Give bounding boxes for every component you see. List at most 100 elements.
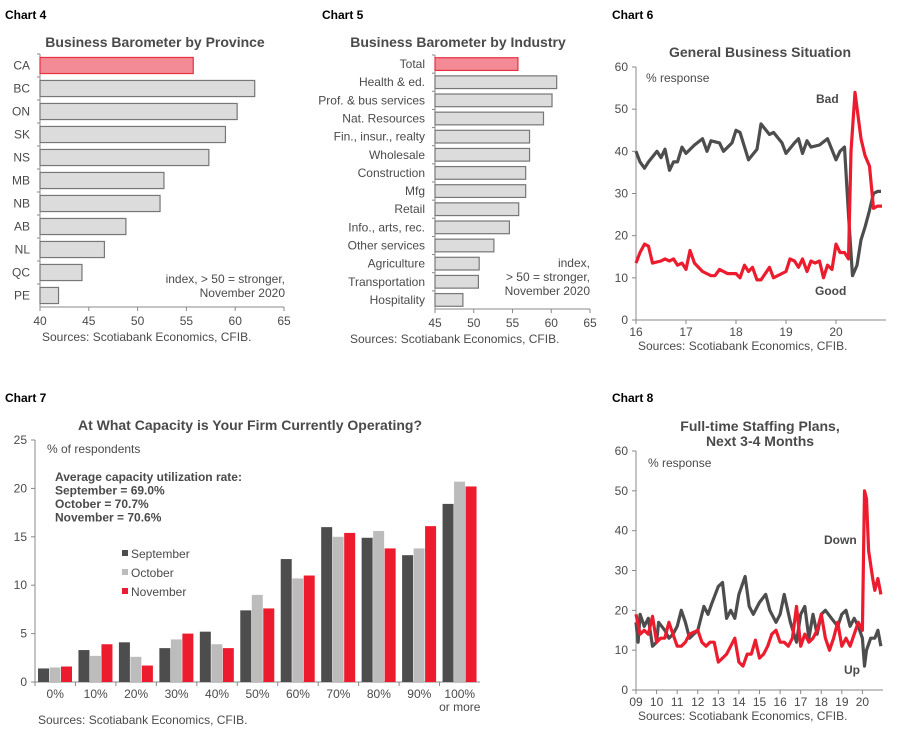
bar-november-90pct: [425, 526, 437, 682]
y-tick-label: 5: [20, 627, 27, 641]
bar-october-70pct: [332, 536, 344, 682]
bar-ns: [39, 148, 210, 167]
bar-november-80pct: [384, 548, 396, 682]
x-tick-label: 0%: [47, 687, 65, 701]
bar-october-80pct: [373, 530, 385, 682]
category-label: Wholesale: [369, 148, 425, 162]
bar-september-90pct: [402, 555, 414, 682]
bar-ab: [39, 217, 127, 236]
x-tick-label: 13: [712, 695, 726, 709]
x-tick-label: 20%: [124, 687, 148, 701]
x-tick-label: 12: [691, 695, 705, 709]
category-label: BC: [13, 82, 30, 96]
y-tick-label: 20: [615, 603, 629, 617]
source-note: Sources: Scotiabank Economics, CFIB.: [638, 709, 847, 723]
bar-november-30pct: [182, 633, 194, 682]
bar-september-0pct: [38, 668, 49, 682]
y-tick-label: 60: [615, 444, 629, 458]
x-tick-label: 18: [729, 325, 743, 339]
category-label: Nat. Resources: [342, 112, 425, 126]
panel-label: Chart 8: [612, 391, 654, 405]
y-tick-label: 25: [14, 433, 28, 447]
y-tick-label: 10: [615, 643, 629, 657]
bar-agriculture: [434, 256, 480, 271]
panel-label: Chart 7: [5, 391, 47, 405]
category-label: QC: [12, 266, 30, 280]
x-tick-label: 40%: [205, 687, 229, 701]
bar-mfg: [434, 184, 527, 199]
bar-november-100pct: [465, 486, 477, 682]
category-label: Total: [400, 57, 425, 71]
bar-transportation: [434, 274, 480, 289]
bar-september-20pct: [118, 642, 130, 682]
x-tick-label: 60: [545, 316, 559, 330]
bar-november-70pct: [344, 532, 356, 682]
annotation-note: November 2020: [505, 284, 591, 298]
chart-title: Business Barometer by Province: [45, 34, 265, 50]
y-axis-label: % response: [646, 71, 710, 85]
series-line-bad: [634, 90, 882, 282]
x-tick-label: 55: [506, 316, 520, 330]
x-tick-label: 60: [229, 314, 243, 328]
bar-october-20pct: [130, 656, 142, 682]
category-label: Fin., insur., realty: [334, 130, 425, 144]
source-note: Sources: Scotiabank Economics, CFIB.: [38, 713, 247, 727]
legend-swatch-november: [122, 588, 128, 594]
panel-label: Chart 4: [5, 8, 47, 22]
bar-total: [434, 57, 519, 72]
bar-construction: [434, 165, 527, 180]
bar-october-30pct: [170, 639, 182, 682]
x-tick-label: 30%: [165, 687, 189, 701]
bar-october-0pct: [49, 667, 61, 682]
x-tick-label: 16: [629, 325, 643, 339]
legend-swatch-october: [122, 569, 128, 575]
bar-prof-bus-services: [434, 93, 553, 108]
y-tick-label: 0: [20, 675, 27, 689]
y-tick-label: 60: [615, 60, 629, 74]
chart-title: General Business Situation: [669, 44, 851, 60]
series-line-up: [634, 574, 883, 668]
x-tick-label: 20: [829, 325, 843, 339]
bar-nat-resources: [434, 111, 545, 126]
x-tick-label: 80%: [367, 687, 391, 701]
y-tick-label: 40: [615, 144, 629, 158]
annotation-note: index, > 50 = stronger,: [166, 272, 285, 286]
x-tick-label: 70%: [326, 687, 350, 701]
x-tick-label: 18: [815, 695, 829, 709]
chart-title: Next 3-4 Months: [706, 433, 814, 449]
chart-title: Business Barometer by Industry: [350, 34, 566, 50]
annotation-note: > 50 = stronger,: [506, 270, 590, 284]
bar-mb: [39, 171, 165, 190]
x-tick-label: 60%: [286, 687, 310, 701]
bar-september-80pct: [361, 537, 373, 682]
category-label: NL: [15, 243, 31, 257]
bar-october-60pct: [292, 578, 304, 682]
bar-november-20pct: [141, 665, 153, 682]
bar-september-10pct: [78, 650, 90, 682]
bar-retail: [434, 202, 520, 217]
category-label: Hospitality: [370, 293, 425, 307]
series-label-down: Down: [824, 533, 857, 547]
x-tick-label: 09: [629, 695, 643, 709]
category-label: AB: [14, 220, 30, 234]
category-label: SK: [14, 128, 30, 142]
y-tick-label: 0: [621, 683, 628, 697]
bar-nb: [39, 194, 161, 213]
x-tick-label: 10: [650, 695, 664, 709]
category-label: Agriculture: [368, 257, 426, 271]
category-label: Mfg: [405, 184, 425, 198]
y-axis-label: % of respondents: [47, 442, 140, 456]
source-note: Sources: Scotiabank Economics, CFIB.: [638, 339, 847, 353]
x-tick-label: 19: [779, 325, 793, 339]
y-tick-label: 10: [14, 578, 28, 592]
category-label: ON: [12, 105, 30, 119]
category-label: Health & ed.: [359, 75, 425, 89]
y-tick-label: 50: [615, 484, 629, 498]
x-tick-label: 55: [180, 314, 194, 328]
bar-september-40pct: [199, 631, 211, 682]
x-tick-label: 17: [679, 325, 693, 339]
bar-pe: [39, 286, 60, 305]
legend-label-november: November: [131, 585, 186, 599]
bar-fin-insur-realty: [434, 129, 531, 144]
